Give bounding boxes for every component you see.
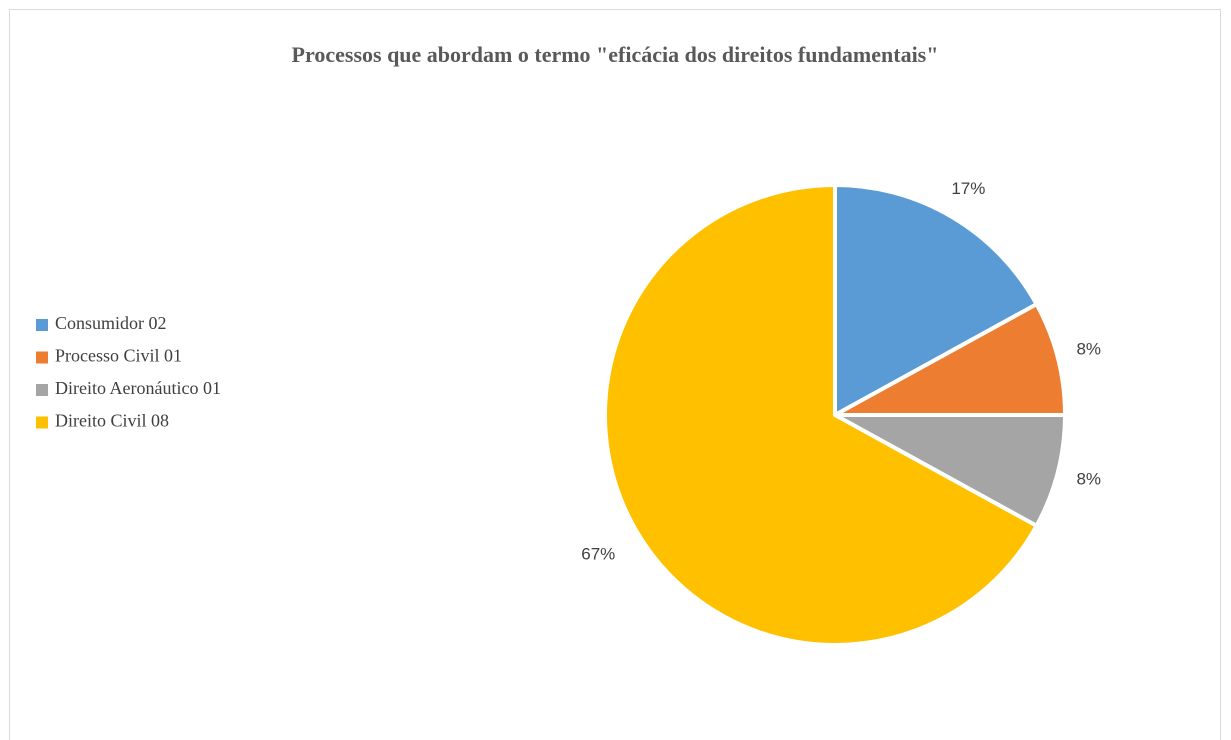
pie-slice <box>833 182 1040 419</box>
legend-label: Consumidor 02 <box>55 313 167 333</box>
legend-swatch <box>36 416 48 429</box>
pie-slice <box>603 182 1040 647</box>
legend-swatch <box>36 384 48 396</box>
pie-slice <box>834 413 1068 529</box>
pie-slice <box>834 301 1068 417</box>
chart-title: Processos que abordam o termo "eficácia … <box>292 42 939 67</box>
legend-label: Direito Civil 08 <box>55 411 169 431</box>
data-label: 17% <box>951 179 985 198</box>
data-label: 67% <box>581 544 615 563</box>
data-label: 8% <box>1076 339 1101 358</box>
legend-swatch <box>36 351 48 364</box>
data-label: 8% <box>1076 470 1101 489</box>
legend-label: Direito Aeronáutico 01 <box>55 378 221 398</box>
legend-swatch <box>36 319 48 331</box>
legend-label: Processo Civil 01 <box>55 346 182 366</box>
